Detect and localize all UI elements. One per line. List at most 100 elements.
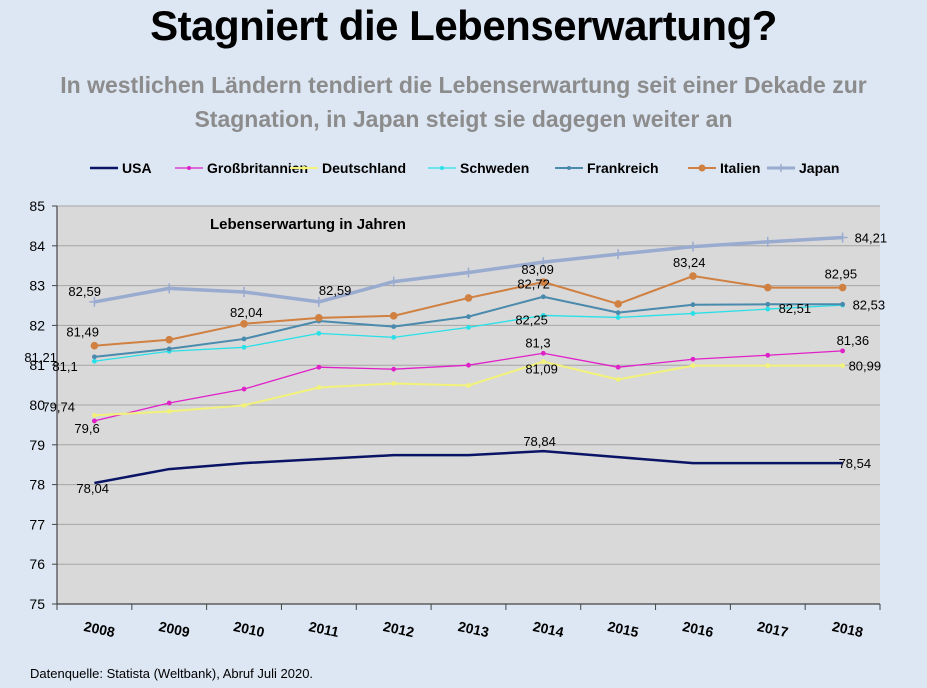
- legend-label: Japan: [799, 160, 839, 176]
- y-tick-label: 75: [29, 596, 45, 612]
- chart-subtitle: In westlichen Ländern tendiert die Leben…: [10, 68, 917, 136]
- data-point: [90, 341, 99, 350]
- data-point: [241, 402, 247, 408]
- series-deutschland: [92, 359, 845, 418]
- chart-legend: USA Großbritannien Deutschland Schweden Fran…: [90, 160, 839, 176]
- axes: 75 76 77 78 79 80 81 82 83 84 85 2008 2009 2010 2011 20…: [29, 198, 881, 640]
- data-point: [615, 310, 621, 316]
- data-label: 83,09: [521, 262, 554, 277]
- data-point: [540, 313, 546, 318]
- data-point: [166, 346, 172, 352]
- data-point: [615, 315, 621, 320]
- data-point: [240, 320, 248, 328]
- data-point: [840, 348, 845, 354]
- y-tick-label: 81: [29, 357, 45, 373]
- data-point: [689, 272, 697, 280]
- data-label: 79,6: [74, 421, 99, 436]
- data-point: [391, 381, 397, 386]
- data-point: [388, 276, 399, 287]
- data-point: [316, 330, 322, 336]
- data-label: 82,95: [825, 267, 858, 282]
- data-label: 84,21: [855, 230, 888, 245]
- data-point: [391, 324, 397, 329]
- data-point: [466, 324, 471, 330]
- data-point: [466, 383, 471, 388]
- data-point: [316, 385, 322, 390]
- data-point: [440, 166, 444, 170]
- data-point: [777, 164, 785, 172]
- data-point: [239, 286, 250, 297]
- data-point: [615, 377, 621, 382]
- legend-label: Großbritannien: [207, 160, 308, 176]
- series-line: [94, 449, 843, 485]
- data-label: 79,74: [42, 399, 75, 414]
- data-point: [840, 301, 845, 307]
- data-label: 81,3: [525, 335, 550, 350]
- plot-inner-title: Lebenserwartung in Jahren: [210, 216, 406, 233]
- data-point: [166, 408, 172, 414]
- data-point: [690, 311, 696, 316]
- data-point: [316, 364, 322, 370]
- data-label: 81,49: [66, 325, 99, 340]
- data-point: [763, 283, 772, 292]
- subtitle-line-1: In westlichen Ländern tendiert die Leben…: [60, 72, 867, 98]
- x-tick-label: 2008: [83, 618, 117, 640]
- subtitle-line-2: Stagnation, in Japan steigt sie dagegen …: [194, 106, 733, 132]
- data-point: [302, 166, 306, 170]
- y-tick-label: 83: [29, 278, 45, 294]
- data-point: [765, 352, 771, 358]
- data-label: 82,25: [515, 312, 548, 327]
- x-tick-label: 2018: [831, 618, 865, 640]
- data-point: [315, 314, 323, 322]
- data-point: [389, 312, 398, 320]
- data-point: [92, 412, 97, 418]
- data-label: 81,1: [52, 359, 77, 374]
- data-label: 82,04: [230, 305, 263, 320]
- data-point: [466, 362, 471, 368]
- series-usa: [94, 449, 843, 485]
- data-point: [539, 278, 548, 286]
- data-point: [165, 335, 174, 344]
- data-point: [687, 241, 698, 252]
- data-point: [838, 283, 847, 292]
- data-point: [540, 350, 546, 356]
- data-point: [241, 336, 247, 342]
- x-tick-label: 2015: [606, 618, 640, 640]
- data-point: [762, 236, 773, 247]
- data-label: 78,04: [76, 481, 109, 496]
- data-point: [92, 354, 97, 360]
- y-tick-label: 77: [29, 516, 45, 532]
- y-tick-label: 78: [29, 477, 45, 493]
- data-point: [187, 166, 191, 170]
- legend-item: Schweden: [428, 160, 529, 176]
- data-point: [567, 166, 571, 170]
- data-point: [241, 344, 247, 350]
- data-label: 80,99: [849, 359, 882, 374]
- x-tick-label: 2016: [681, 618, 715, 640]
- data-point: [614, 300, 622, 308]
- legend-label: Deutschland: [322, 160, 406, 176]
- data-point: [840, 363, 845, 368]
- data-source-note: Datenquelle: Statista (Weltbank), Abruf …: [30, 666, 314, 681]
- data-point: [463, 267, 474, 278]
- data-point: [391, 366, 397, 372]
- series-lines: [89, 232, 848, 485]
- data-label: 82,51: [779, 301, 812, 316]
- y-tick-label: 76: [29, 556, 45, 572]
- legend-item: Deutschland: [290, 160, 406, 176]
- legend-label: Italien: [720, 160, 760, 176]
- data-label: 82,53: [853, 297, 886, 312]
- legend-item: Großbritannien: [175, 160, 308, 176]
- series-italien: [90, 272, 847, 350]
- data-point: [837, 232, 848, 243]
- data-label: 82,59: [68, 284, 101, 299]
- x-tick-label: 2012: [382, 618, 416, 640]
- x-tick-label: 2014: [531, 618, 565, 640]
- series-japan: [89, 232, 848, 307]
- x-tick-label: 2013: [457, 618, 491, 640]
- data-label: 78,54: [839, 456, 872, 471]
- data-point: [690, 302, 696, 308]
- data-label: 82,59: [319, 283, 352, 298]
- data-point: [166, 400, 172, 406]
- legend-item: Frankreich: [555, 160, 659, 176]
